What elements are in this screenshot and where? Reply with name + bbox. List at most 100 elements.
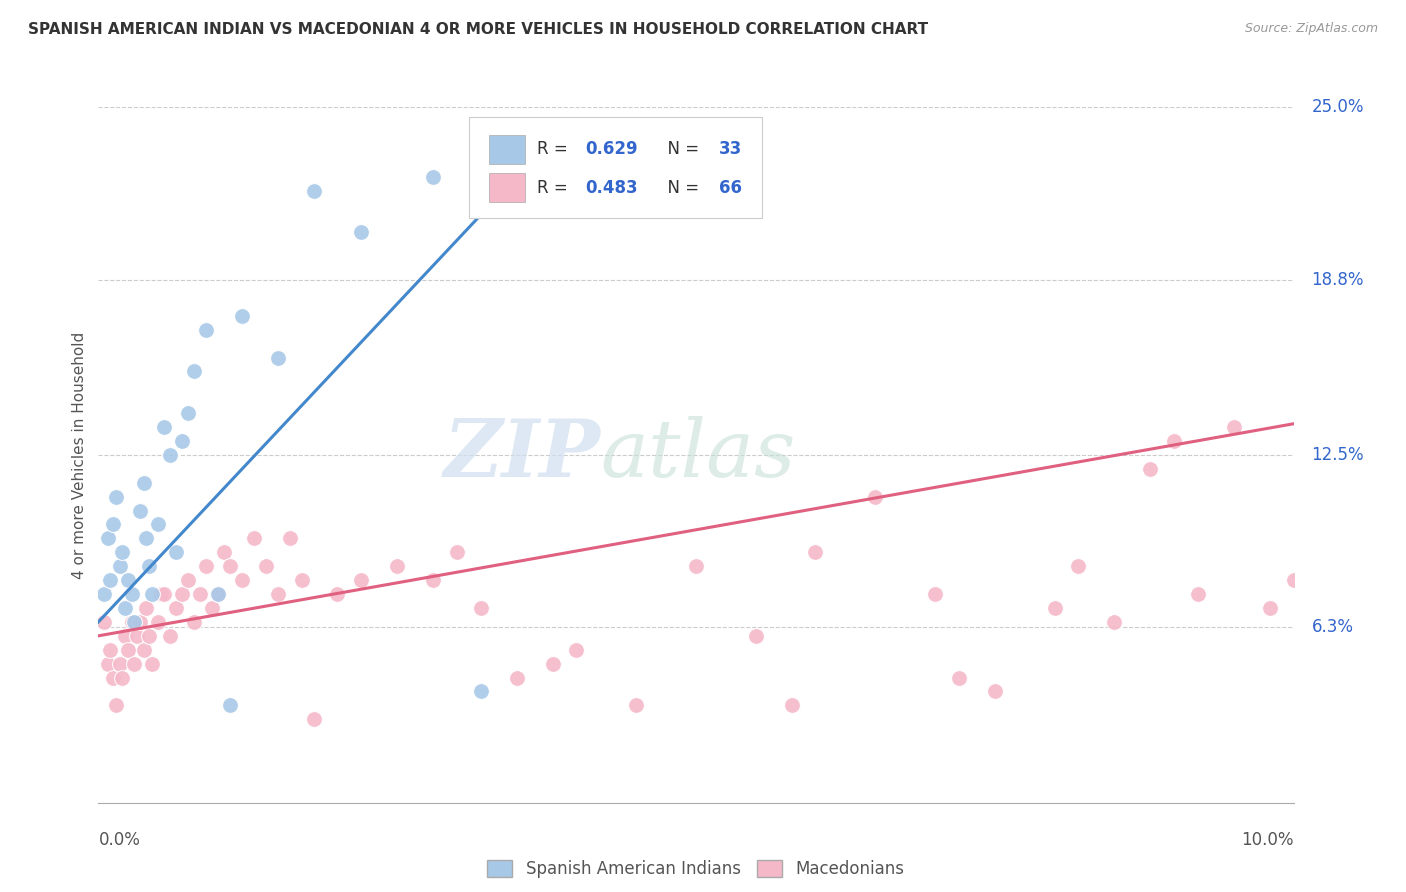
Point <box>278 532 301 546</box>
Point <box>326 587 349 601</box>
Point <box>1102 615 1125 629</box>
Point <box>1222 420 1246 434</box>
Point <box>98 573 122 587</box>
Text: 0.483: 0.483 <box>585 179 637 197</box>
Point <box>983 684 1005 698</box>
Text: atlas: atlas <box>600 417 796 493</box>
Text: R =: R = <box>537 140 574 159</box>
Point <box>624 197 647 211</box>
Point <box>1306 503 1329 517</box>
Point <box>177 406 200 420</box>
Point <box>129 503 152 517</box>
Point <box>93 615 115 629</box>
Point <box>111 671 134 685</box>
Point <box>1187 587 1209 601</box>
Text: N =: N = <box>657 179 704 197</box>
Point <box>201 601 224 615</box>
Point <box>207 587 229 601</box>
Point <box>114 601 136 615</box>
Point <box>98 642 122 657</box>
Point <box>780 698 803 713</box>
Legend: Spanish American Indians, Macedonians: Spanish American Indians, Macedonians <box>481 854 911 885</box>
Point <box>172 587 194 601</box>
Point <box>1067 559 1090 574</box>
Text: 25.0%: 25.0% <box>1312 98 1364 116</box>
Point <box>97 532 120 546</box>
Point <box>124 615 146 629</box>
Point <box>207 587 229 601</box>
Point <box>148 517 170 532</box>
Point <box>422 169 444 184</box>
Point <box>1282 573 1305 587</box>
Point <box>111 545 134 559</box>
Point <box>385 559 409 574</box>
Point <box>183 364 205 378</box>
Text: 18.8%: 18.8% <box>1312 270 1364 289</box>
Point <box>804 545 827 559</box>
Point <box>132 475 155 490</box>
FancyBboxPatch shape <box>470 118 762 219</box>
Point <box>948 671 970 685</box>
Point <box>108 657 131 671</box>
Point <box>165 545 187 559</box>
Text: 66: 66 <box>718 179 742 197</box>
Point <box>135 532 157 546</box>
Point <box>141 657 163 671</box>
Point <box>141 587 163 601</box>
Point <box>565 642 588 657</box>
Point <box>302 184 325 198</box>
Point <box>172 434 194 448</box>
Point <box>219 559 242 574</box>
Text: R =: R = <box>537 179 574 197</box>
Point <box>177 573 200 587</box>
Point <box>1163 434 1185 448</box>
Point <box>153 420 176 434</box>
Point <box>159 629 181 643</box>
Point <box>124 657 146 671</box>
Point <box>105 490 128 504</box>
Point <box>159 448 181 462</box>
Point <box>541 657 564 671</box>
Point <box>135 601 157 615</box>
Point <box>97 657 120 671</box>
Point <box>194 323 218 337</box>
Text: 12.5%: 12.5% <box>1312 446 1364 464</box>
Point <box>188 587 211 601</box>
Y-axis label: 4 or more Vehicles in Household: 4 or more Vehicles in Household <box>72 331 87 579</box>
Point <box>138 559 160 574</box>
FancyBboxPatch shape <box>489 135 524 164</box>
Point <box>1043 601 1066 615</box>
Point <box>350 573 373 587</box>
Point <box>350 225 373 239</box>
Point <box>194 559 218 574</box>
Point <box>254 559 277 574</box>
Point <box>231 573 253 587</box>
Point <box>290 573 312 587</box>
Point <box>231 309 253 323</box>
Point <box>422 573 444 587</box>
Point <box>101 517 124 532</box>
Point <box>121 615 143 629</box>
Text: 0.0%: 0.0% <box>98 830 141 848</box>
Point <box>114 629 136 643</box>
Point <box>212 545 235 559</box>
Text: 6.3%: 6.3% <box>1312 618 1354 637</box>
Point <box>117 642 139 657</box>
Point <box>93 587 115 601</box>
Point <box>745 629 768 643</box>
Point <box>108 559 131 574</box>
Text: 0.629: 0.629 <box>585 140 637 159</box>
Point <box>125 629 148 643</box>
Point <box>1139 462 1161 476</box>
Point <box>117 573 139 587</box>
Point <box>1258 601 1281 615</box>
Point <box>132 642 155 657</box>
Point <box>129 615 152 629</box>
Point <box>219 698 242 713</box>
Point <box>148 615 170 629</box>
Point <box>121 587 143 601</box>
Point <box>924 587 946 601</box>
Point <box>267 587 290 601</box>
Point <box>624 698 647 713</box>
FancyBboxPatch shape <box>489 173 524 202</box>
